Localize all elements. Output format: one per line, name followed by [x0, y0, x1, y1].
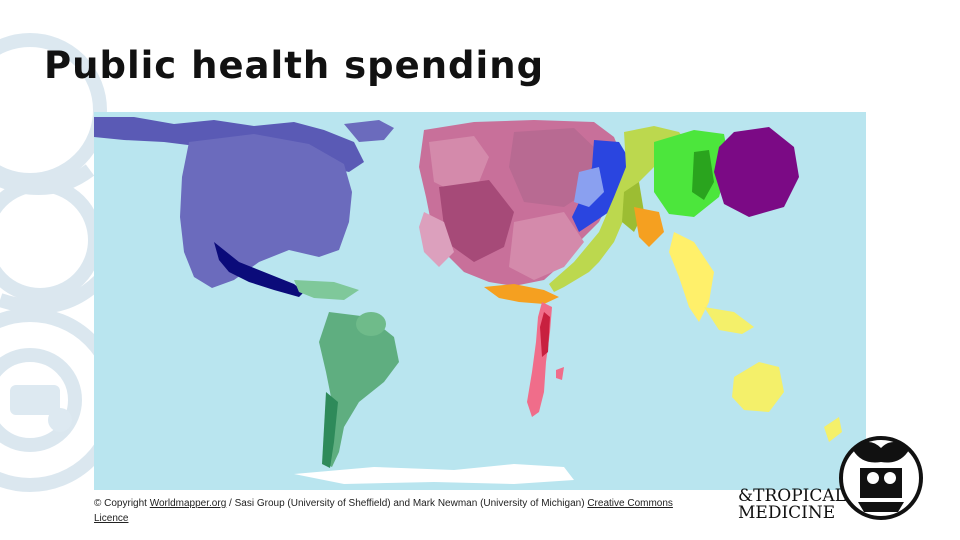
region-southeast-asia: [669, 232, 714, 322]
region-europe-central: [439, 180, 514, 262]
region-central-america: [214, 242, 304, 297]
region-brazil-top: [356, 312, 386, 336]
region-madagascar: [556, 367, 564, 380]
school-logo-text: &TROPICAL MEDICINE: [738, 486, 846, 523]
region-australia: [732, 362, 784, 412]
credit-middle: / Sasi Group (University of Sheffield) a…: [226, 498, 588, 509]
region-central-america-2: [294, 280, 359, 300]
cartogram-svg: [94, 112, 866, 490]
region-new-zealand: [824, 417, 842, 442]
region-south-america: [319, 312, 399, 467]
region-antarctica: [294, 464, 574, 484]
cartogram-map: [94, 112, 866, 490]
copyright-credit: © Copyright Worldmapper.org / Sasi Group…: [94, 496, 694, 526]
region-europe-south: [509, 212, 584, 280]
region-russia-light: [574, 167, 604, 207]
region-africa-dark: [540, 312, 550, 357]
worldmapper-link[interactable]: Worldmapper.org: [149, 498, 227, 509]
region-east-asia-dark: [692, 150, 714, 200]
credit-prefix: © Copyright: [94, 498, 150, 509]
region-iberia: [419, 212, 454, 267]
region-russia: [572, 140, 634, 232]
region-southeast-asia-orange: [634, 207, 664, 247]
creative-commons-link[interactable]: Creative Commons Licence: [94, 498, 673, 524]
region-chile: [322, 392, 338, 468]
region-north-atlantic: [344, 120, 394, 142]
page-title: Public health spending: [44, 44, 545, 87]
logo-line-2: MEDICINE: [738, 503, 836, 523]
school-seal-icon: [839, 436, 923, 520]
region-east-asia: [654, 130, 729, 217]
region-middle-east: [484, 284, 559, 304]
region-japan: [714, 127, 799, 217]
logo-line-1: &TROPICAL: [738, 486, 846, 506]
region-indonesia: [704, 307, 754, 334]
region-south-asia: [549, 126, 694, 292]
region-europe-west: [429, 136, 489, 192]
